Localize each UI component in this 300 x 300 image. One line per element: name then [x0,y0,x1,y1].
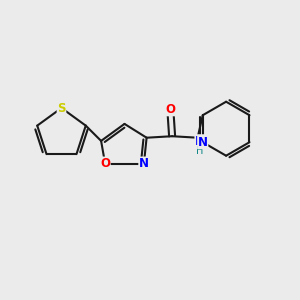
Text: N: N [198,136,208,149]
Text: N: N [139,157,149,170]
Text: O: O [166,103,176,116]
Text: S: S [57,101,66,115]
Text: H: H [196,146,204,156]
Text: N: N [195,135,205,148]
Text: O: O [100,157,110,170]
